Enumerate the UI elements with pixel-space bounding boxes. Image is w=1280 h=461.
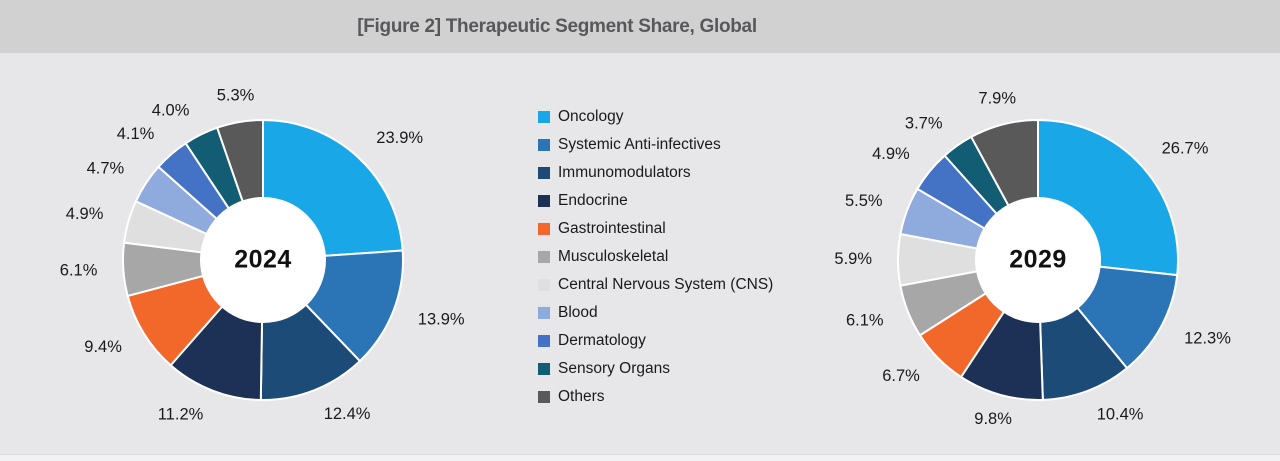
slice-percent-label: 10.4%: [1097, 406, 1144, 424]
legend-swatch-icon: [538, 307, 550, 319]
legend-item: Others: [538, 383, 768, 411]
chart-legend: Oncology Systemic Anti-infectives Immuno…: [538, 103, 773, 411]
slice-percent-label: 5.5%: [845, 192, 883, 210]
slice-percent-label: 4.0%: [152, 102, 190, 120]
donut-hole: [975, 197, 1101, 323]
slice-percent-label: 12.3%: [1184, 329, 1231, 347]
chart-center-year-2024: 2024: [234, 245, 292, 274]
legend-swatch-icon: [538, 167, 550, 179]
bottom-strip: [0, 454, 1280, 461]
slice-percent-label: 6.1%: [846, 311, 884, 329]
slice-percent-label: 12.4%: [324, 405, 371, 423]
slice-percent-label: 7.9%: [978, 89, 1016, 107]
slice-percent-label: 4.9%: [66, 205, 104, 223]
legend-item-label: Dermatology: [558, 332, 646, 349]
legend-swatch-icon: [538, 335, 550, 347]
slice-percent-label: 9.8%: [974, 410, 1012, 428]
slice-percent-label: 4.7%: [87, 159, 125, 177]
legend-item-label: Blood: [558, 304, 598, 321]
legend-item: Central Nervous System (CNS): [538, 271, 773, 299]
legend-swatch-icon: [538, 111, 550, 123]
slice-percent-label: 6.1%: [60, 262, 98, 280]
legend-swatch-icon: [538, 279, 550, 291]
slice-percent-label: 4.1%: [117, 125, 155, 143]
legend-swatch-icon: [538, 391, 550, 403]
legend-item: Endocrine: [538, 187, 768, 215]
slice-percent-label: 4.9%: [872, 145, 910, 163]
legend-item: Oncology: [538, 103, 768, 131]
legend-item: Systemic Anti-infectives: [538, 131, 768, 159]
slice-percent-label: 13.9%: [418, 310, 465, 328]
donut-chart-2024: 23.9% 13.9% 12.4% 11.2% 9.4% 6.1% 4.9% 4.7% 4.1%…: [60, 87, 465, 424]
legend-swatch-icon: [538, 223, 550, 235]
legend-item: Musculoskeletal: [538, 243, 768, 271]
legend-item: Blood: [538, 299, 768, 327]
donut-chart-2029-panel: 26.7% 12.3% 10.4% 9.8% 6.7% 6.1% 5.9% 5.5% 4.9% 3…: [795, 58, 1275, 453]
legend-swatch-icon: [538, 139, 550, 151]
slice-percent-label: 3.7%: [905, 115, 943, 133]
figure-title-bar: [Figure 2] Therapeutic Segment Share, Gl…: [0, 0, 1280, 53]
legend-item-label: Endocrine: [558, 192, 628, 209]
legend-swatch-icon: [538, 251, 550, 263]
legend-item: Gastrointestinal: [538, 215, 768, 243]
legend-item: Immunomodulators: [538, 159, 768, 187]
legend-item-label: Others: [558, 388, 605, 405]
slice-percent-label: 11.2%: [158, 405, 204, 423]
legend-item-label: Central Nervous System (CNS): [558, 276, 774, 293]
donut-chart-2029: 26.7% 12.3% 10.4% 9.8% 6.7% 6.1% 5.9% 5.5% 4.9% 3…: [834, 89, 1231, 428]
donut-chart-2024-panel: 23.9% 13.9% 12.4% 11.2% 9.4% 6.1% 4.9% 4.7% 4.1%…: [20, 58, 500, 453]
chart-center-year-2029: 2029: [1009, 245, 1067, 274]
legend-swatch-icon: [538, 363, 550, 375]
legend-item-label: Systemic Anti-infectives: [558, 136, 721, 153]
slice-percent-label: 9.4%: [84, 338, 122, 356]
legend-item-label: Gastrointestinal: [558, 220, 666, 237]
legend-item-label: Immunomodulators: [558, 164, 691, 181]
slice-percent-label: 5.3%: [217, 87, 255, 105]
legend-item: Sensory Organs: [538, 355, 768, 383]
donut-hole: [200, 197, 326, 323]
legend-item-label: Oncology: [558, 108, 624, 125]
legend-item-label: Sensory Organs: [558, 360, 670, 377]
slice-percent-label: 26.7%: [1162, 140, 1209, 158]
legend-swatch-icon: [538, 195, 550, 207]
legend-item-label: Musculoskeletal: [558, 248, 669, 265]
slice-percent-label: 23.9%: [376, 129, 423, 147]
legend-item: Dermatology: [538, 327, 768, 355]
slice-percent-label: 5.9%: [834, 250, 872, 268]
figure-title: [Figure 2] Therapeutic Segment Share, Gl…: [357, 16, 757, 37]
slice-percent-label: 6.7%: [882, 367, 920, 385]
